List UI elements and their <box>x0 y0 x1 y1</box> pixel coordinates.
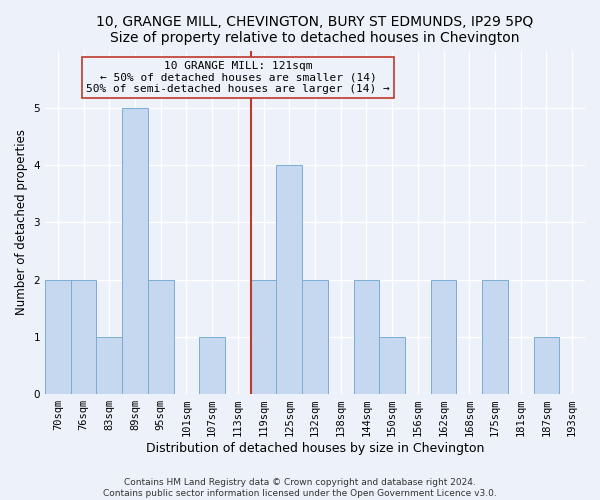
Bar <box>379 337 405 394</box>
Bar <box>251 280 277 394</box>
X-axis label: Distribution of detached houses by size in Chevington: Distribution of detached houses by size … <box>146 442 484 455</box>
Bar <box>97 337 122 394</box>
Text: 10 GRANGE MILL: 121sqm
← 50% of detached houses are smaller (14)
50% of semi-det: 10 GRANGE MILL: 121sqm ← 50% of detached… <box>86 61 390 94</box>
Bar <box>148 280 173 394</box>
Bar <box>45 280 71 394</box>
Bar <box>482 280 508 394</box>
Bar <box>431 280 457 394</box>
Bar <box>302 280 328 394</box>
Title: 10, GRANGE MILL, CHEVINGTON, BURY ST EDMUNDS, IP29 5PQ
Size of property relative: 10, GRANGE MILL, CHEVINGTON, BURY ST EDM… <box>97 15 533 45</box>
Bar <box>122 108 148 394</box>
Y-axis label: Number of detached properties: Number of detached properties <box>15 130 28 316</box>
Text: Contains HM Land Registry data © Crown copyright and database right 2024.
Contai: Contains HM Land Registry data © Crown c… <box>103 478 497 498</box>
Bar <box>71 280 97 394</box>
Bar <box>199 337 225 394</box>
Bar <box>353 280 379 394</box>
Bar <box>533 337 559 394</box>
Bar <box>277 165 302 394</box>
